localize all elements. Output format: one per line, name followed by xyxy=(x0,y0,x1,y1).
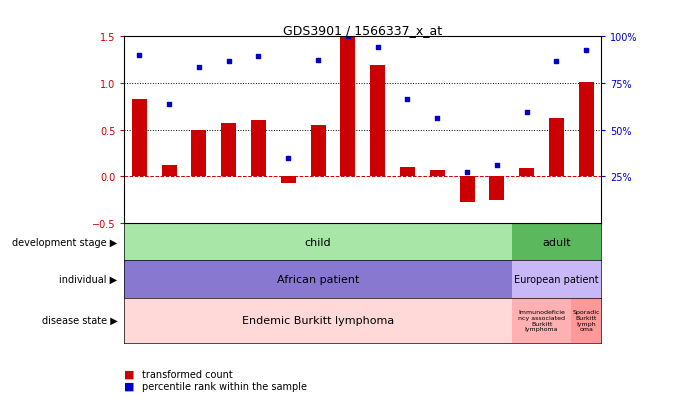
Point xyxy=(432,116,443,123)
Bar xyxy=(281,177,296,183)
Bar xyxy=(489,177,504,200)
Bar xyxy=(251,121,266,177)
Text: ■: ■ xyxy=(124,381,135,391)
Text: development stage ▶: development stage ▶ xyxy=(12,237,117,247)
Bar xyxy=(512,298,571,343)
Text: percentile rank within the sample: percentile rank within the sample xyxy=(142,381,307,391)
Text: ■: ■ xyxy=(124,369,135,379)
Point xyxy=(223,58,234,65)
Point xyxy=(580,48,591,55)
Text: Endemic Burkitt lymphoma: Endemic Burkitt lymphoma xyxy=(242,316,394,325)
Bar xyxy=(370,66,385,177)
Bar xyxy=(191,131,207,177)
Text: Sporadic
Burkitt
lymph
oma: Sporadic Burkitt lymph oma xyxy=(573,309,600,332)
Bar xyxy=(571,298,601,343)
Text: European patient: European patient xyxy=(514,275,599,285)
Point xyxy=(193,64,205,71)
Point xyxy=(491,162,502,169)
Point xyxy=(283,155,294,161)
Point xyxy=(521,109,532,116)
Text: individual ▶: individual ▶ xyxy=(59,275,117,285)
Bar xyxy=(124,261,512,298)
Point xyxy=(342,34,353,40)
Bar xyxy=(460,177,475,202)
Bar xyxy=(400,168,415,177)
Bar xyxy=(519,169,534,177)
Bar xyxy=(512,223,601,261)
Bar xyxy=(430,171,445,177)
Bar xyxy=(124,223,512,261)
Title: GDS3901 / 1566337_x_at: GDS3901 / 1566337_x_at xyxy=(283,24,442,37)
Point xyxy=(462,169,473,176)
Bar xyxy=(162,166,176,177)
Point xyxy=(551,58,562,65)
Text: child: child xyxy=(305,237,332,247)
Bar xyxy=(132,100,146,177)
Point xyxy=(402,96,413,103)
Point xyxy=(372,45,384,52)
Text: transformed count: transformed count xyxy=(142,369,232,379)
Bar xyxy=(549,118,564,177)
Point xyxy=(164,101,175,107)
Text: African patient: African patient xyxy=(277,275,359,285)
Point xyxy=(312,57,323,64)
Bar xyxy=(311,126,325,177)
Point xyxy=(134,52,145,59)
Bar xyxy=(512,261,601,298)
Bar xyxy=(579,83,594,177)
Text: disease state ▶: disease state ▶ xyxy=(41,316,117,325)
Point xyxy=(253,53,264,60)
Bar xyxy=(341,38,355,177)
Bar xyxy=(124,298,512,343)
Text: Immunodeficie
ncy associated
Burkitt
lymphoma: Immunodeficie ncy associated Burkitt lym… xyxy=(518,309,565,332)
Bar xyxy=(221,124,236,177)
Text: adult: adult xyxy=(542,237,571,247)
